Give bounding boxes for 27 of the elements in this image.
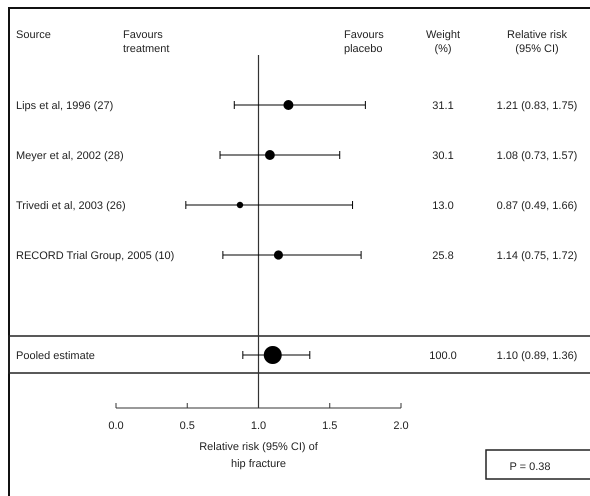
x-tick-label: 2.0 [393,420,409,432]
text: Relative risk (95% CI) [507,29,568,55]
data-label: 0.87 (0.49, 1.66) [496,200,578,212]
x-tick-label: 1.0 [250,420,266,432]
text: 30.1 [432,150,454,162]
text: 31.1 [432,100,454,112]
text: P = 0.38 [509,461,551,473]
data-label: 1.14 (0.75, 1.72) [496,250,578,262]
x-tick-label: 0.5 [180,420,195,432]
y-tick-label: RECORD Trial Group, 2005 (10) [16,250,174,262]
x-tick-label: 0.0 [108,420,124,432]
annotation: Favours treatment [123,29,170,55]
y-tick-label: Trivedi et al, 2003 (26) [16,200,126,212]
data-label: 1.08 (0.73, 1.57) [496,150,578,162]
y-tick-label: Pooled estimate [16,350,95,362]
y-tick-label: Meyer et al, 2002 (28) [16,150,124,162]
data-label: 1.21 (0.83, 1.75) [496,100,578,112]
data-label: 1.10 (0.89, 1.36) [496,350,578,362]
x-tick-label: 1.5 [322,420,338,432]
annotation: Favours placebo [344,29,384,55]
text: 25.8 [432,250,454,262]
text: Source [16,29,51,41]
text: 100.0 [429,350,457,362]
text: Weight (%) [426,29,460,55]
text: 13.0 [432,200,454,212]
x-axis-title: Relative risk (95% CI) of hip fracture [199,441,319,470]
y-tick-label: Lips et al, 1996 (27) [16,100,114,112]
